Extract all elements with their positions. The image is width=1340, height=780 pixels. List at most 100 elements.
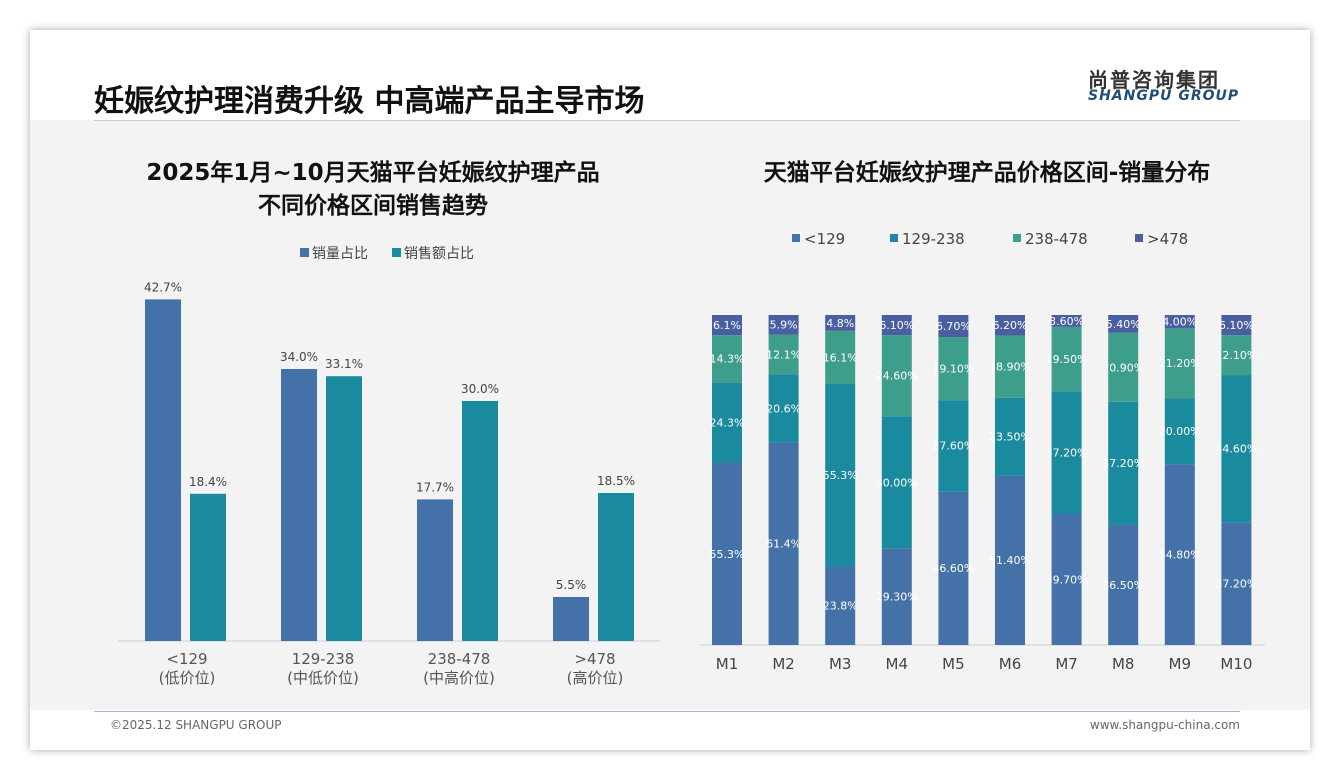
data-label: 4.8% [826,317,854,330]
data-label: 5.9% [770,319,798,332]
data-label: 34.0% [280,350,318,364]
data-label: 21.20% [1159,357,1201,370]
stacked-segment [881,416,912,549]
legend-label: 129-238 [902,230,965,248]
stacked-segment [995,397,1025,476]
data-label: 37.20% [1215,578,1257,591]
stacked-segment [768,334,799,375]
chart-title: 2025年1月~10月天猫平台妊娠纹护理产品 [146,159,599,186]
copyright: ©2025.12 SHANGPU GROUP [110,718,282,732]
stacked-segment [825,383,856,567]
data-label: 55.3% [710,548,745,561]
stacked-segment [768,315,799,335]
data-label: 12.1% [766,348,801,361]
stacked-segment [712,382,742,463]
x-tick-label: (低价位) [159,669,216,687]
data-label: 46.60% [932,562,974,575]
x-tick-label: 129-238 [292,650,355,668]
stacked-segment [881,335,912,417]
legend-swatch [890,234,898,242]
x-tick-label: <129 [166,650,207,668]
stacked-segment [1221,315,1252,336]
stacked-segment [825,315,856,331]
bar-volume [281,369,317,641]
stacked-segment [995,475,1025,645]
footer-divider [94,711,1240,712]
stacked-segment [881,315,912,336]
data-label: 33.1% [325,357,363,371]
logo-text-cn: 尚普咨询集团 [1088,68,1220,92]
bar-sales [598,493,634,641]
data-label: 16.1% [823,351,858,364]
x-tick-label: (中高价位) [423,669,495,687]
data-label: 30.0% [461,382,499,396]
stacked-segment [768,374,799,443]
data-label: 23.50% [989,431,1031,444]
stacked-segment [825,330,856,384]
stacked-segment [768,442,799,645]
x-tick-label: M4 [886,655,909,673]
stacked-segment [881,548,912,645]
data-label: 6.10% [1219,319,1254,332]
divider [94,120,1240,121]
x-tick-label: M6 [999,655,1022,673]
stacked-segment [712,335,742,383]
stacked-segment [1051,326,1082,392]
stacked-segment [1164,315,1195,329]
data-label: 5.40% [1106,318,1141,331]
bar-volume [553,597,589,641]
stacked-segment [1051,513,1082,645]
content-panel [30,120,1310,710]
legend-label: <129 [804,230,845,248]
x-tick-label: >478 [574,650,615,668]
stacked-segment [1051,315,1082,327]
data-label: 36.50% [1102,579,1144,592]
data-label: 20.6% [766,402,801,415]
x-tick-label: M1 [716,655,739,673]
page-title: 妊娠纹护理消费升级 中高端产品主导市场 [94,84,645,119]
x-tick-label: M10 [1220,655,1252,673]
x-tick-label: (高价位) [567,669,624,687]
bar-volume [145,299,181,641]
data-label: 20.00% [1159,425,1201,438]
x-tick-label: M2 [772,655,795,673]
stacked-segment [1108,315,1139,333]
data-label: 40.00% [876,476,918,489]
data-label: 24.60% [876,370,918,383]
stacked-segment [938,491,969,645]
data-label: 6.1% [713,319,741,332]
data-label: 29.30% [876,591,918,604]
legend-swatch [792,234,800,242]
legend-label: 销量占比 [312,246,368,262]
legend-swatch [1135,234,1143,242]
data-label: 39.70% [1046,573,1088,586]
data-label: 3.60% [1049,315,1084,328]
stacked-segment [995,335,1025,398]
chart-title: 天猫平台妊娠纹护理产品价格区间-销量分布 [764,159,1211,186]
stacked-segment [1108,524,1139,645]
stacked-segment [938,337,969,401]
x-tick-label: M8 [1112,655,1135,673]
data-label: 19.10% [932,363,974,376]
data-label: 37.20% [1046,447,1088,460]
x-tick-label: M5 [942,655,965,673]
stacked-segment [712,462,742,645]
legend-label: >478 [1147,230,1188,248]
stacked-segment [995,315,1025,336]
legend-swatch [300,248,309,257]
data-label: 19.50% [1046,353,1088,366]
data-label: 18.4% [189,475,227,489]
data-label: 6.10% [879,319,914,332]
bar-sales [462,401,498,641]
website: www.shangpu-china.com [1089,718,1240,732]
data-label: 5.5% [556,578,587,592]
x-tick-label: M9 [1169,655,1192,673]
data-label: 6.20% [993,319,1028,332]
data-label: 18.90% [989,361,1031,374]
legend-label: 销售额占比 [404,246,474,262]
stacked-segment [938,315,969,338]
data-label: 54.80% [1159,549,1201,562]
data-label: 23.8% [823,600,858,613]
logo-text-en: SHANGPU GROUP [1088,88,1240,104]
data-label: 61.4% [766,538,801,551]
